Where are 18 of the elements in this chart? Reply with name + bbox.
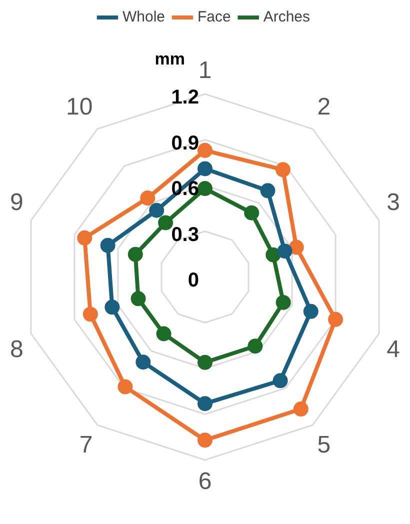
spoke-label: 7 [79, 432, 93, 459]
spoke-label: 5 [317, 432, 331, 459]
spoke-label: 8 [10, 336, 24, 364]
legend-label: Whole [122, 8, 166, 26]
spoke-label: 3 [386, 189, 400, 216]
spoke-label: 10 [66, 94, 93, 121]
legend-label: Face [197, 8, 231, 26]
spoke-label: 1 [198, 57, 212, 84]
spoke-label: 2 [317, 94, 331, 121]
spoke-label: 9 [10, 189, 24, 216]
text: mm [154, 50, 185, 69]
y-tick-label: 0.3 [171, 224, 199, 246]
y-tick-label: 1.2 [171, 86, 199, 109]
y-tick-label: 0.9 [171, 132, 199, 154]
spoke-label: 4 [386, 336, 400, 364]
legend-label: Arches [263, 8, 310, 26]
y-tick-label: 0 [188, 270, 199, 292]
spoke-label: 6 [198, 468, 212, 496]
